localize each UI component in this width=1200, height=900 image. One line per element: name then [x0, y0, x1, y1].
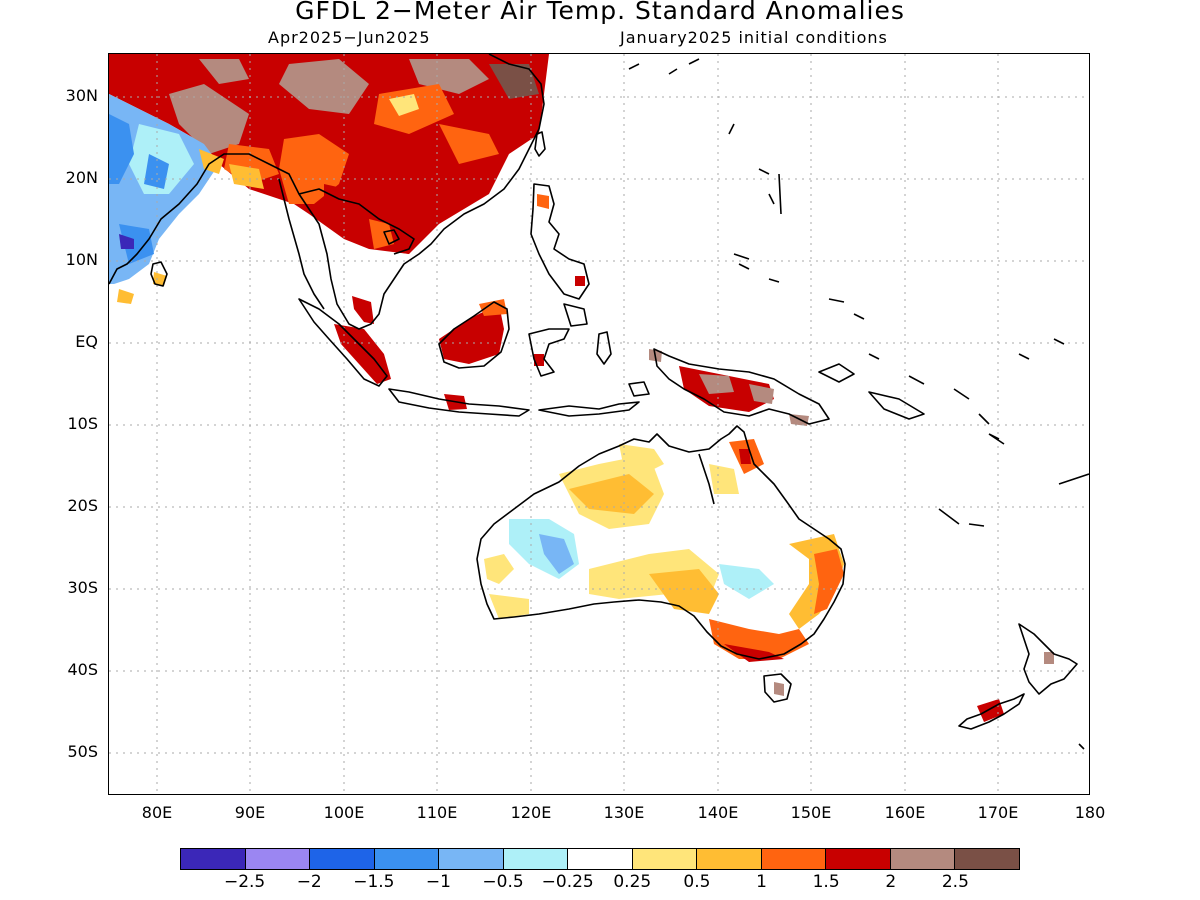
legend-swatch [890, 849, 956, 869]
lat-label-30s: 30S [67, 578, 98, 597]
lat-label-eq: EQ [75, 332, 98, 351]
lon-label-150e: 150E [790, 803, 832, 822]
legend-swatch [568, 849, 633, 869]
coastlines [109, 54, 1089, 750]
lon-label-160e: 160E [884, 803, 926, 822]
map-canvas [109, 54, 1089, 794]
lat-label-10n: 10N [65, 250, 98, 269]
legend-label: 2 [885, 872, 897, 892]
lon-label-100e: 100E [323, 803, 365, 822]
color-legend [180, 848, 1020, 870]
lat-label-20s: 20S [67, 496, 98, 515]
lon-label-120e: 120E [510, 803, 552, 822]
initial-conditions: January2025 initial conditions [620, 28, 888, 47]
legend-label: −0.25 [541, 872, 594, 892]
lon-label-140e: 140E [697, 803, 739, 822]
legend-swatch [245, 849, 311, 869]
lat-label-20n: 20N [65, 168, 98, 187]
lon-label-80e: 80E [141, 803, 173, 822]
legend-label: −1.5 [353, 872, 395, 892]
legend-swatch [503, 849, 569, 869]
legend-swatch [632, 849, 698, 869]
legend-swatch [826, 849, 891, 869]
lon-label-90e: 90E [234, 803, 266, 822]
graticule [109, 54, 1089, 794]
legend-label: −2.5 [223, 872, 266, 892]
lat-label-50s: 50S [67, 742, 98, 761]
legend-swatch [374, 849, 440, 869]
legend-label: −2 [296, 872, 322, 892]
legend-label: 0.25 [613, 872, 652, 892]
legend-swatch [697, 849, 762, 869]
map-title: GFDL 2−Meter Air Temp. Standard Anomalie… [295, 0, 905, 25]
lon-label-130e: 130E [603, 803, 645, 822]
legend-swatch [439, 849, 504, 869]
lon-label-180: 180 [1074, 803, 1106, 822]
lat-label-10s: 10S [67, 414, 98, 433]
lon-label-110e: 110E [416, 803, 458, 822]
anomaly-fill [109, 54, 1054, 722]
legend-label: 1.5 [812, 872, 840, 892]
legend-label: 1 [756, 872, 767, 892]
legend-swatch [181, 849, 246, 869]
lon-label-170e: 170E [977, 803, 1019, 822]
legend-swatch [310, 849, 375, 869]
legend-label: −0.5 [482, 872, 524, 892]
lat-label-30n: 30N [65, 86, 98, 105]
legend-label: −1 [425, 872, 451, 892]
legend-label: 2.5 [941, 872, 969, 892]
forecast-period: Apr2025−Jun2025 [268, 28, 431, 47]
lat-label-40s: 40S [67, 660, 98, 679]
map-frame [108, 53, 1090, 795]
legend-label: 0.5 [683, 872, 711, 892]
legend-swatch [761, 849, 827, 869]
legend-swatch [955, 849, 1019, 869]
